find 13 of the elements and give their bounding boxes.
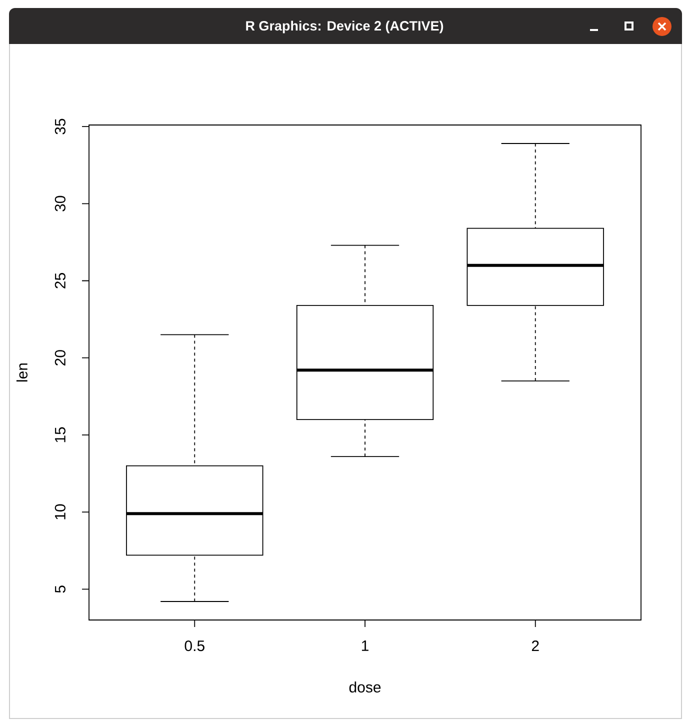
y-tick-label: 10: [54, 504, 66, 520]
y-tick-label: 15: [55, 427, 66, 442]
y-tick-label: 30: [54, 196, 66, 212]
y-tick-label: 25: [54, 273, 66, 288]
y-tick-label: 35: [54, 118, 66, 134]
x-tick-label: 1: [362, 640, 368, 651]
text: R Graphics: Device 2 (ACTIVE): [246, 20, 444, 34]
x-axis-title: dose: [349, 682, 381, 693]
x-tick-label: 0.5: [184, 640, 204, 652]
x-tick-label: 2: [532, 640, 539, 651]
y-axis-title: len: [16, 363, 28, 382]
y-tick-label: 5: [55, 586, 66, 593]
y-tick-label: 20: [54, 350, 66, 366]
